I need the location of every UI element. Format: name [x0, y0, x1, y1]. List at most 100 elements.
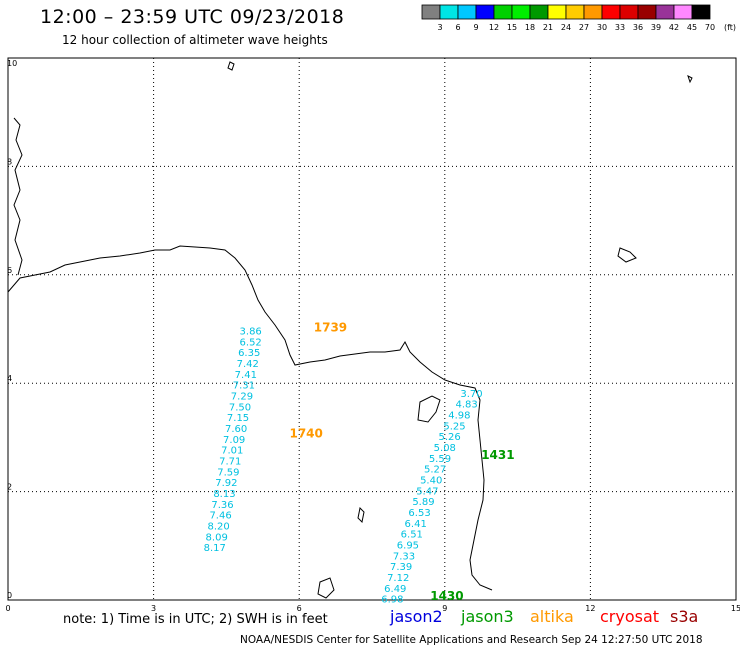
- wave-height-label: 4.83: [456, 400, 478, 411]
- colorbar-label: 9: [473, 23, 478, 32]
- wave-height-label: 5.40: [420, 475, 442, 486]
- colorbar-label: 45: [687, 23, 697, 32]
- wave-height-label: 5.47: [416, 486, 438, 497]
- wave-height-label: 5.08: [434, 443, 456, 454]
- colorbar-label: 3: [437, 23, 442, 32]
- colorbar-label: 18: [525, 23, 535, 32]
- wave-height-label: 7.60: [225, 424, 247, 435]
- wave-height-label: 5.27: [424, 465, 446, 476]
- x-tick-label: 9: [442, 604, 447, 613]
- pass-time-label: 1740: [289, 426, 322, 440]
- satellite-name-jason2: jason2: [390, 607, 443, 626]
- wave-height-label: 6.98: [381, 595, 403, 606]
- wave-height-label: 6.51: [401, 530, 423, 541]
- colorbar-swatch: [583, 4, 603, 20]
- island: [357, 506, 365, 524]
- pass-time-label: 1430: [430, 589, 463, 603]
- plot-frame: [7, 57, 737, 601]
- wave-height-label: 7.92: [215, 478, 237, 489]
- x-tick-label: 12: [585, 604, 595, 613]
- colorbar-label: 27: [579, 23, 589, 32]
- colorbar-swatch: [637, 4, 657, 20]
- wave-height-label: 6.41: [405, 519, 427, 530]
- colorbar-label: 42: [669, 23, 679, 32]
- colorbar-label: 39: [651, 23, 661, 32]
- wave-height-label: 7.01: [221, 446, 243, 457]
- x-tick-label: 15: [731, 604, 740, 613]
- colorbar-label: (ft): [724, 23, 736, 32]
- colorbar-swatch: [421, 4, 441, 20]
- colorbar-label: 15: [507, 23, 517, 32]
- wave-height-label: 6.49: [384, 584, 406, 595]
- colorbar-swatch: [493, 4, 513, 20]
- wave-height-label: 4.98: [448, 410, 470, 421]
- pass-time-label: 1739: [314, 321, 347, 335]
- y-tick-label: 6: [7, 266, 12, 275]
- colorbar-swatch: [673, 4, 693, 20]
- colorbar-label: 21: [543, 23, 553, 32]
- colorbar-swatch: [655, 4, 675, 20]
- wave-height-label: 5.89: [412, 497, 434, 508]
- x-tick-label: 3: [151, 604, 156, 613]
- colorbar-label: 30: [597, 23, 607, 32]
- colorbar-swatch: [529, 4, 549, 20]
- colorbar-swatch: [565, 4, 585, 20]
- island: [687, 75, 693, 84]
- colorbar-label: 36: [633, 23, 643, 32]
- wave-height-label: 5.25: [443, 421, 465, 432]
- wave-height-label: 7.46: [209, 511, 231, 522]
- wave-height-label: 7.33: [393, 551, 415, 562]
- y-tick-label: 0: [7, 591, 12, 600]
- x-tick-label: 0: [5, 604, 10, 613]
- colorbar-label: 12: [489, 23, 499, 32]
- wave-height-label: 7.09: [223, 435, 245, 446]
- wave-height-label: 3.86: [240, 326, 262, 337]
- wave-height-label: 7.71: [219, 457, 241, 468]
- wave-height-label: 7.59: [217, 467, 239, 478]
- island: [317, 577, 335, 599]
- y-tick-label: 4: [7, 374, 12, 383]
- coastline: [7, 245, 493, 591]
- colorbar-label: 70: [705, 23, 715, 32]
- coastline-west: [13, 117, 23, 276]
- map-subtitle: 12 hour collection of altimeter wave hei…: [62, 33, 328, 47]
- wave-height-label: 6.53: [408, 508, 430, 519]
- wave-height-label: 5.26: [439, 432, 461, 443]
- wave-height-label: 8.20: [208, 522, 230, 533]
- wave-height-label: 8.17: [204, 543, 226, 554]
- wave-height-label: 7.39: [390, 562, 412, 573]
- colorbar-label: 33: [615, 23, 625, 32]
- wave-height-label: 7.15: [227, 413, 249, 424]
- satellite-name-jason3: jason3: [461, 607, 514, 626]
- island: [417, 395, 441, 423]
- wave-height-label: 7.12: [387, 573, 409, 584]
- pass-time-label: 1431: [481, 448, 514, 462]
- wave-height-label: 8.09: [206, 532, 228, 543]
- colorbar-swatch: [691, 4, 711, 20]
- wave-height-label: 7.31: [233, 381, 255, 392]
- wave-height-label: 8.13: [213, 489, 235, 500]
- wave-height-label: 7.50: [229, 402, 251, 413]
- colorbar-swatch: [601, 4, 621, 20]
- colorbar-swatch: [457, 4, 477, 20]
- colorbar-swatch: [619, 4, 639, 20]
- credit-line: NOAA/NESDIS Center for Satellite Applica…: [240, 634, 703, 646]
- x-tick-label: 6: [297, 604, 302, 613]
- colorbar-label: 24: [561, 23, 571, 32]
- y-tick-label: 2: [7, 483, 12, 492]
- y-tick-label: 8: [7, 157, 12, 166]
- island: [617, 247, 637, 263]
- colorbar-label: 6: [455, 23, 460, 32]
- wave-height-label: 7.41: [235, 370, 257, 381]
- satellite-name-cryosat: cryosat: [600, 607, 660, 626]
- wave-height-label: 5.59: [429, 454, 451, 465]
- units-note: note: 1) Time is in UTC; 2) SWH is in fe…: [63, 612, 328, 627]
- colorbar-swatch: [547, 4, 567, 20]
- island: [227, 61, 235, 71]
- colorbar-swatch: [439, 4, 459, 20]
- map-title: 12:00 – 23:59 UTC 09/23/2018: [40, 6, 345, 28]
- wave-height-label: 7.42: [237, 359, 259, 370]
- colorbar-swatch: [511, 4, 531, 20]
